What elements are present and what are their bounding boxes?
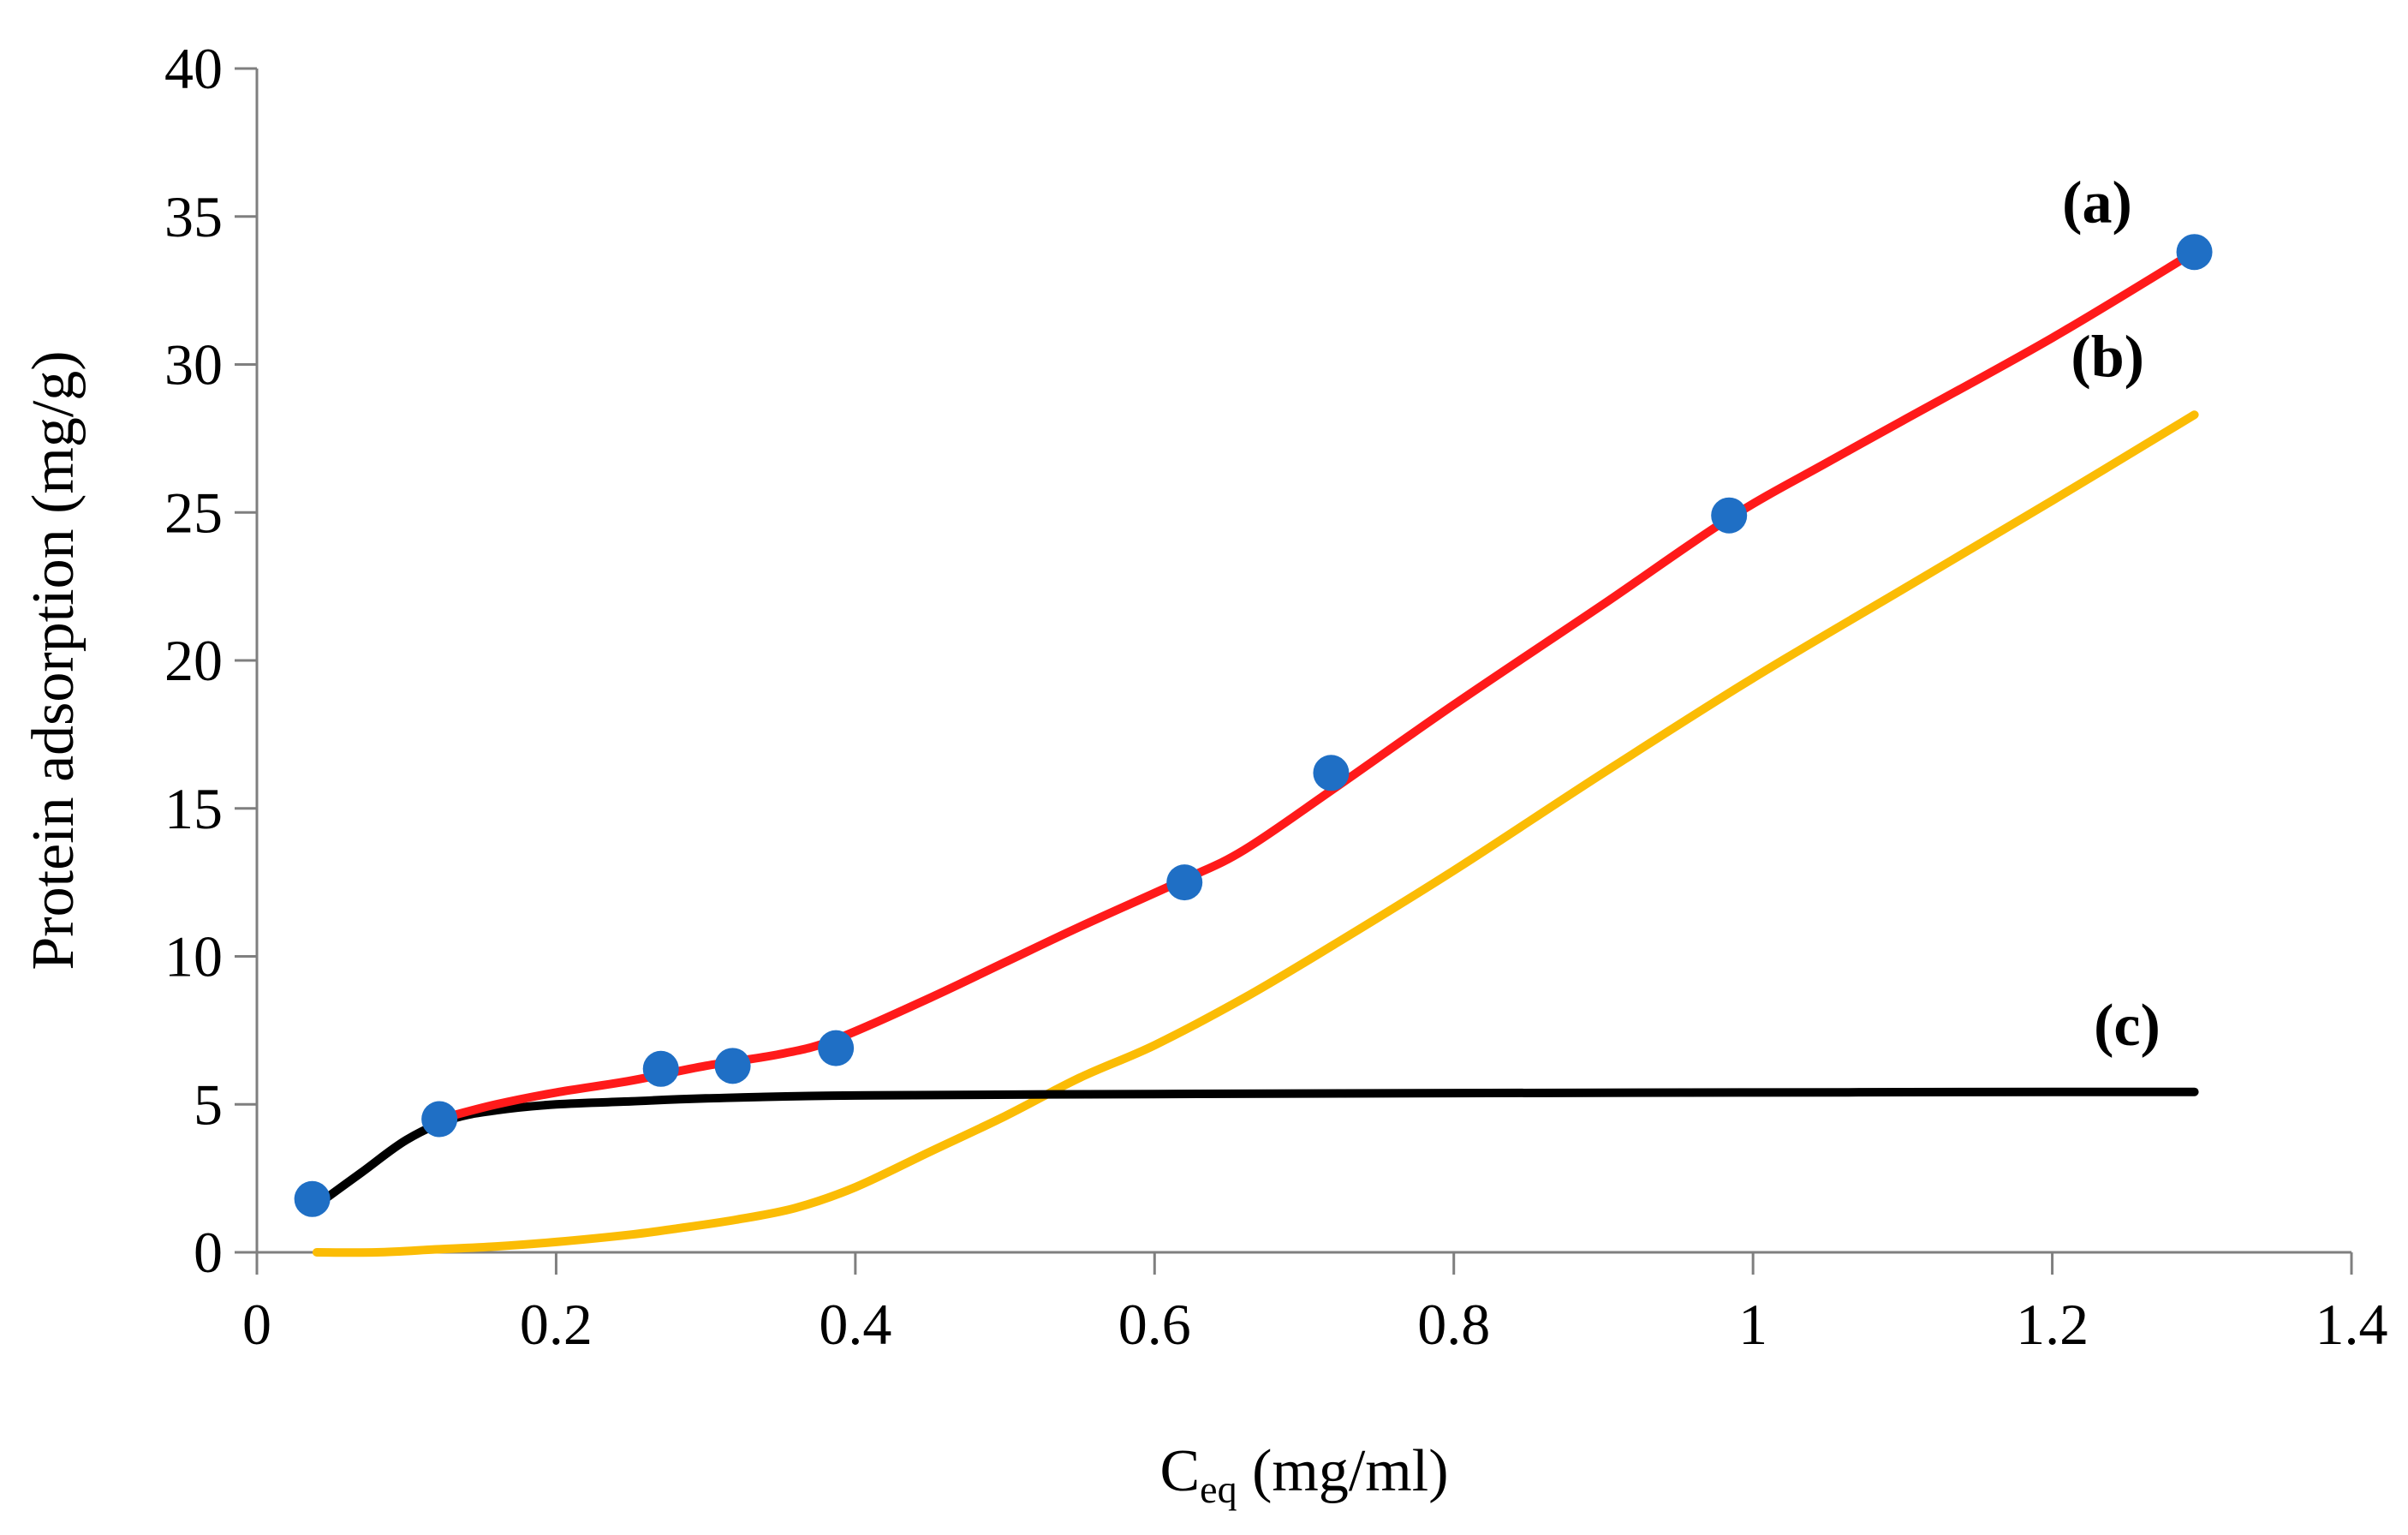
y-ticks: 0 5 10 15 20 25 30 35 40: [164, 36, 257, 1285]
data-point: [2176, 234, 2213, 271]
y-tick-label: 0: [194, 1220, 223, 1285]
data-point: [294, 1180, 331, 1217]
series-line-c: [312, 1087, 2199, 1209]
x-tick-label: 0.6: [1118, 1292, 1191, 1357]
curve-labels: (a) (b) (c): [2062, 170, 2161, 1059]
y-tick-label: 10: [164, 924, 223, 989]
series-layer: [312, 248, 2199, 1257]
y-axis-title: Protein adsorption (mg/g): [21, 350, 86, 970]
axes: [255, 69, 2351, 1254]
data-point: [421, 1101, 458, 1138]
data-point: [1711, 497, 1748, 534]
y-tick-label: 5: [194, 1072, 223, 1137]
curve-label-a: (a): [2062, 170, 2132, 236]
y-tick-label: 20: [164, 628, 223, 693]
x-axis-title-rest: (mg/ml): [1237, 1438, 1449, 1504]
data-point: [1313, 755, 1350, 791]
y-tick-label: 15: [164, 776, 223, 841]
x-axis-title: Ceq (mg/ml): [1159, 1438, 1448, 1511]
curve-label-b: (b): [2071, 324, 2144, 390]
x-tick-label: 1.2: [2016, 1292, 2089, 1357]
data-point: [1166, 864, 1203, 901]
x-tick-label: 1: [1738, 1292, 1767, 1357]
x-tick-label: 1.4: [2316, 1292, 2388, 1357]
y-tick-label: 35: [164, 184, 223, 249]
curve-label-c: (c): [2094, 993, 2161, 1059]
series-line-b: [312, 410, 2199, 1257]
series-line-a: [435, 248, 2199, 1124]
y-tick-label: 25: [164, 480, 223, 545]
y-tick-label: 40: [164, 36, 223, 101]
data-point: [642, 1050, 679, 1087]
x-tick-label: 0.2: [520, 1292, 593, 1357]
data-point: [714, 1048, 751, 1084]
y-tick-label: 30: [164, 332, 223, 397]
x-tick-label: 0.4: [819, 1292, 891, 1357]
x-axis-title-main: C: [1159, 1438, 1200, 1504]
x-ticks: 0 0.2 0.4 0.6 0.8 1 1.2 1.4: [242, 1252, 2388, 1357]
x-tick-label: 0: [242, 1292, 271, 1357]
x-axis-title-subscript: eq: [1200, 1467, 1237, 1511]
data-point: [818, 1030, 855, 1066]
scatter-points: [294, 234, 2213, 1217]
x-tick-label: 0.8: [1417, 1292, 1490, 1357]
